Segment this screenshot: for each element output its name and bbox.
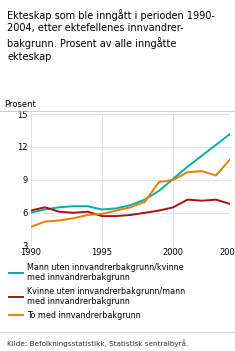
Text: Prosent: Prosent bbox=[5, 100, 36, 109]
Legend: Mann uten innvandrerbakgrunn/kvinne
med innvandrerbakgrunn, Kvinne uten innvandr: Mann uten innvandrerbakgrunn/kvinne med … bbox=[9, 263, 185, 319]
Text: Kilde: Befolkningsstatistikk, Statistisk sentralbyrå.: Kilde: Befolkningsstatistikk, Statistisk… bbox=[7, 339, 188, 347]
Text: Ekteskap som ble inngått i perioden 1990-
2004, etter ektefellenes innvandrer-
b: Ekteskap som ble inngått i perioden 1990… bbox=[7, 9, 215, 62]
